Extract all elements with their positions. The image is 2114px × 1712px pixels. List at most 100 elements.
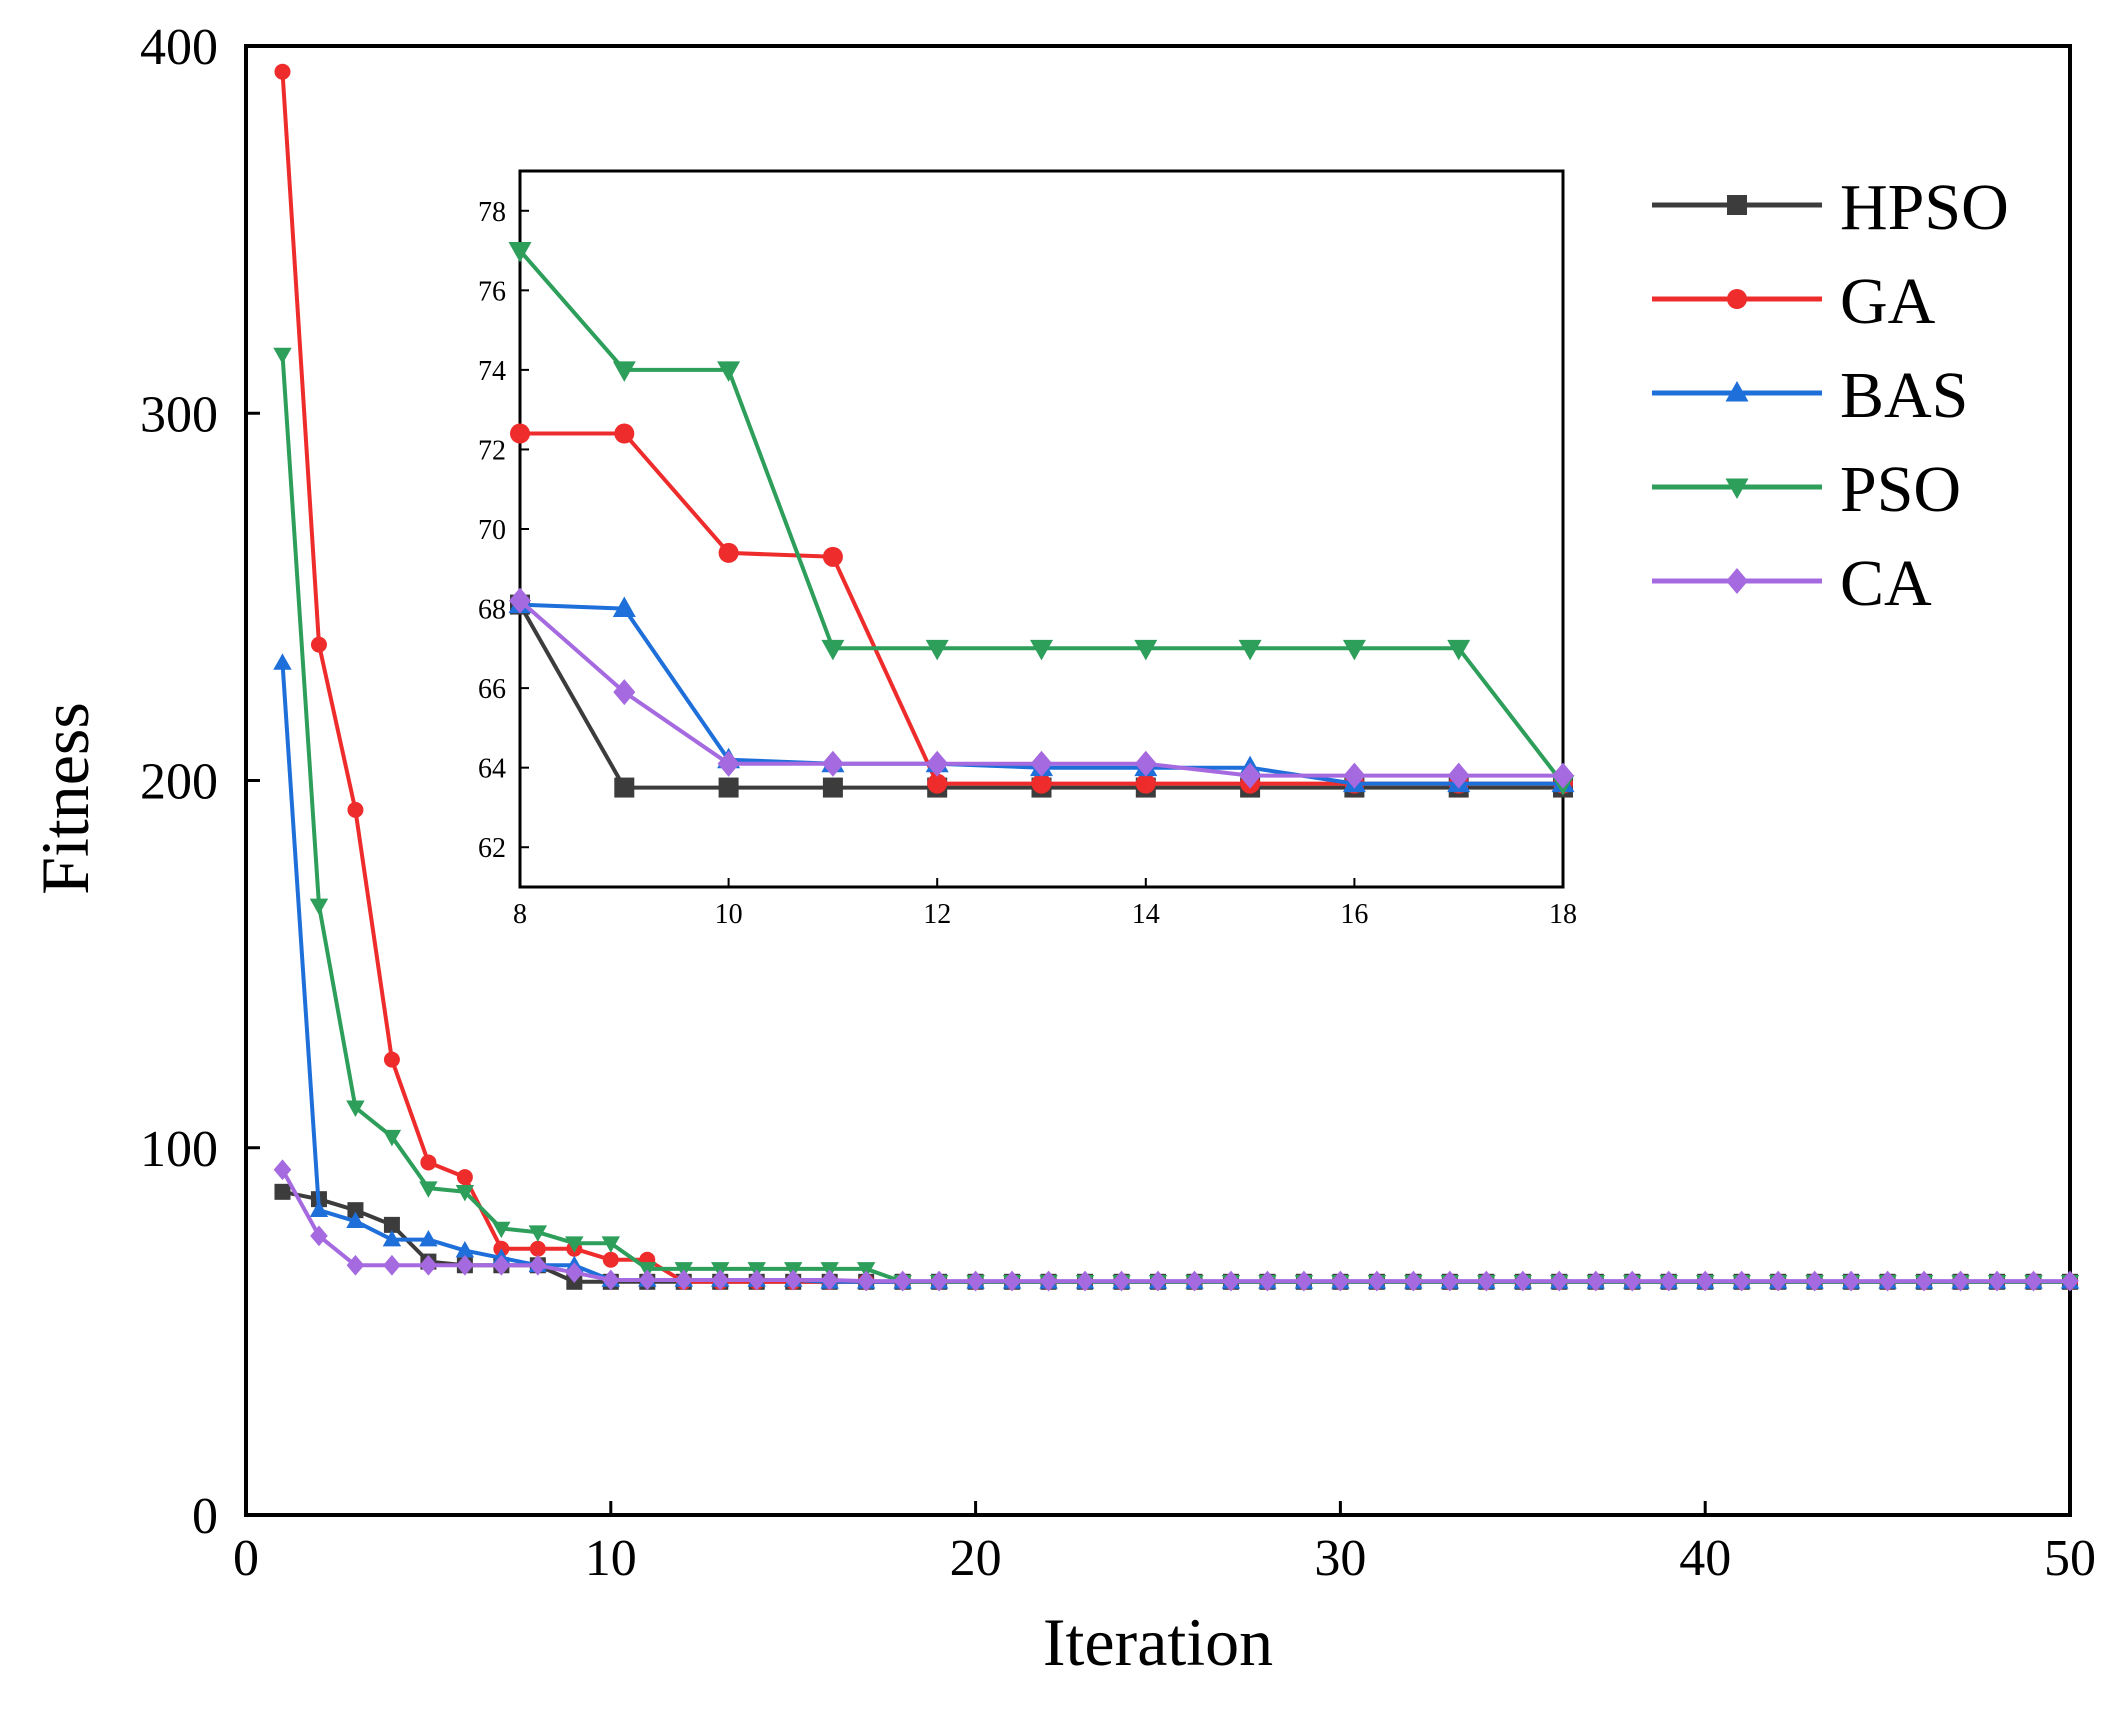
data-point-bas [309, 1200, 329, 1217]
data-point-ga [602, 1251, 619, 1268]
data-point-pso [419, 1181, 438, 1198]
legend-marker-hpso [1727, 195, 1747, 215]
data-point-pso [382, 1129, 402, 1147]
inset-series-ca [509, 587, 1574, 789]
x-tick-label: 30 [1314, 1530, 1366, 1587]
data-point-ca [383, 1254, 401, 1276]
inset-data-point-ga [614, 423, 635, 444]
inset-y-tick-label: 68 [478, 595, 506, 626]
inset-data-point-ga [927, 773, 948, 794]
legend-item-pso: PSO [1652, 453, 1961, 526]
data-point-pso [601, 1236, 620, 1253]
inset-y-tick-label: 76 [478, 276, 506, 307]
data-point-ca [1878, 1270, 1897, 1292]
inset-y-tick-label: 74 [478, 356, 506, 387]
data-point-hpso [274, 1183, 291, 1200]
data-point-ca [1149, 1270, 1167, 1292]
inset-y-tick-label: 70 [478, 515, 506, 546]
y-tick-label: 0 [192, 1488, 218, 1545]
inset-data-point-hpso [614, 777, 635, 798]
legend-marker-ca [1726, 568, 1748, 594]
data-point-ca [1112, 1270, 1131, 1292]
data-point-bas [455, 1240, 475, 1258]
data-point-ca [565, 1262, 584, 1284]
inset-data-point-ca [717, 750, 740, 777]
inset-data-point-ca [1447, 762, 1470, 789]
data-point-ca [638, 1269, 657, 1291]
data-point-pso [273, 347, 292, 365]
inset-data-point-ca [613, 679, 636, 706]
inset-data-point-pso [925, 639, 949, 661]
legend-item-hpso: HPSO [1652, 171, 2009, 244]
legend: HPSO GA BAS PSO CA [1652, 171, 2009, 620]
inset-data-point-ga [822, 546, 843, 567]
data-point-ca [419, 1254, 438, 1276]
data-point-ca [1003, 1270, 1021, 1292]
data-point-ca [1222, 1270, 1240, 1292]
data-point-ca [1805, 1270, 1824, 1292]
data-point-ca [966, 1270, 985, 1292]
inset-y-tick-label: 66 [478, 674, 506, 705]
inset-data-point-ga [718, 542, 739, 563]
inset-data-point-pso [1030, 639, 1053, 661]
data-point-ca [784, 1269, 802, 1291]
data-point-hpso [383, 1216, 400, 1233]
inset-data-point-pso [1342, 639, 1366, 661]
data-point-ca [310, 1225, 328, 1247]
data-point-ca [1659, 1270, 1678, 1292]
data-point-ca [820, 1269, 839, 1291]
data-point-ca [1732, 1270, 1751, 1292]
data-point-bas [346, 1211, 365, 1228]
x-tick-label: 40 [1679, 1530, 1731, 1587]
inset-axis-ticks: 8 10 12 14 16 18 62 64 66 68 70 72 74 76 78 [478, 197, 1577, 930]
data-point-ca [2024, 1270, 2043, 1292]
data-point-ca [1550, 1270, 1569, 1292]
inset-data-point-ca [1343, 762, 1366, 789]
legend-label: GA [1840, 265, 1936, 338]
data-point-pso [309, 898, 329, 915]
inset-data-point-ga [1135, 773, 1156, 794]
inset-y-tick-label: 78 [478, 197, 506, 228]
data-point-ca [747, 1269, 766, 1291]
data-point-ca [1988, 1270, 2006, 1292]
data-point-ca [1258, 1270, 1277, 1292]
inset-data-point-hpso [822, 777, 843, 798]
data-point-ca [857, 1270, 875, 1292]
inset-y-tick-label: 64 [478, 754, 506, 785]
data-point-ca [529, 1254, 547, 1276]
x-axis-title: Iteration [1043, 1604, 1273, 1680]
legend-label: CA [1840, 547, 1932, 620]
data-point-ca [602, 1269, 620, 1291]
data-point-bas [382, 1229, 402, 1247]
y-axis-title: Fitness [27, 702, 103, 895]
data-point-ca [2061, 1270, 2079, 1292]
inset-data-point-ca [1552, 762, 1574, 789]
data-point-ga [310, 636, 327, 653]
legend-label: HPSO [1840, 171, 2009, 244]
inset-data-point-pso [1238, 639, 1262, 661]
data-point-ca [346, 1254, 365, 1276]
data-point-ca [1441, 1270, 1459, 1292]
inset-data-point-pso [508, 242, 532, 263]
legend-item-bas: BAS [1652, 359, 1968, 432]
y-tick-label: 300 [140, 386, 218, 443]
data-point-ga [456, 1169, 473, 1186]
y-tick-label: 400 [140, 19, 218, 76]
data-point-ca [1915, 1270, 1933, 1292]
inset-data-point-pso [1447, 639, 1471, 661]
data-point-bas [273, 653, 292, 670]
data-point-ga [420, 1154, 437, 1171]
data-point-pso [492, 1221, 511, 1239]
legend-label: BAS [1840, 359, 1968, 432]
inset-data-point-ca [821, 750, 844, 777]
inset-x-tick-label: 14 [1132, 899, 1160, 930]
legend-marker-ga [1727, 289, 1747, 309]
data-point-ca [1331, 1270, 1350, 1292]
data-point-ca [1039, 1270, 1058, 1292]
inset-data-point-ca [1239, 762, 1262, 789]
inset-x-tick-label: 10 [715, 899, 743, 930]
data-point-ca [456, 1254, 474, 1276]
inset-data-point-hpso [718, 777, 739, 798]
data-point-pso [856, 1262, 876, 1279]
legend-item-ca: CA [1652, 547, 1932, 620]
